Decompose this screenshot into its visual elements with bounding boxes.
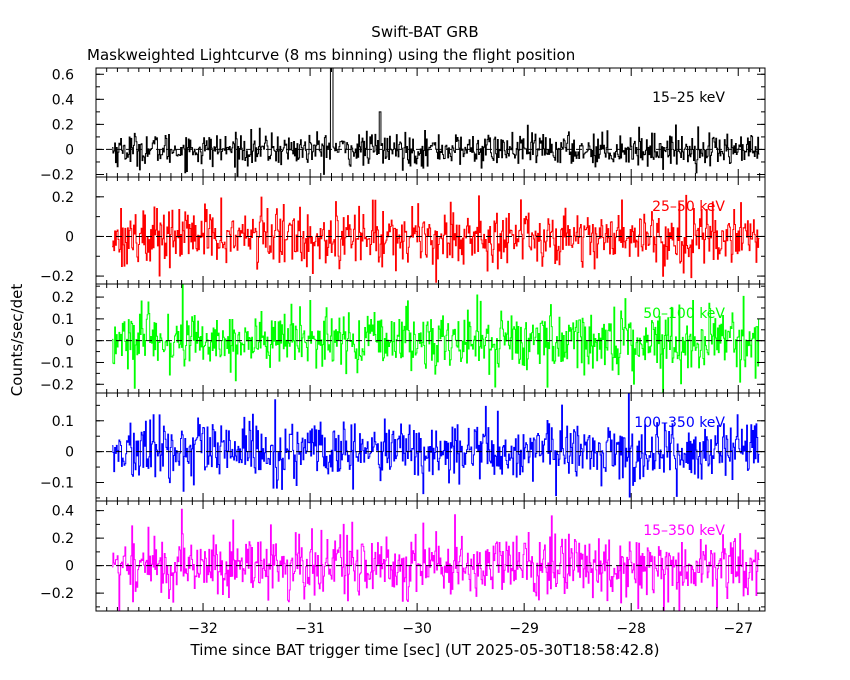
y-tick-label: −0.1	[40, 475, 74, 491]
y-tick-label: 0.4	[52, 92, 74, 108]
y-tick-label: −0.2	[40, 269, 74, 285]
y-tick-label: 0.1	[52, 414, 74, 430]
lightcurve-series-100-350-kev	[112, 392, 760, 498]
panel-100-350-kev: −0.1 0 0.1 100–350 keV	[40, 392, 766, 502]
panel-50-100-kev: −0.2 −0.1 0 0.1 0.2 50–100 keV	[40, 283, 766, 394]
y-axis-label: Counts/sec/det	[8, 284, 26, 397]
chart-title: Swift-BAT GRB	[371, 23, 478, 41]
y-tick-label: 0.2	[52, 190, 74, 206]
y-tick-label: 0	[65, 229, 74, 245]
panel-25-50-kev: −0.2 0 0.2 25–50 keV	[40, 176, 766, 285]
y-tick-label: −0.2	[40, 586, 74, 602]
x-axis-label: Time since BAT trigger time [sec] (UT 20…	[190, 641, 660, 659]
y-tick-label: −0.2	[40, 377, 74, 393]
lightcurve-series-15-25-kev	[112, 67, 760, 178]
band-label: 100–350 keV	[634, 415, 725, 431]
band-label: 25–50 keV	[652, 199, 725, 215]
y-tick-label: 0.2	[52, 290, 74, 306]
band-label: 50–100 keV	[643, 306, 725, 322]
y-tick-label: 0.6	[52, 67, 74, 83]
panel-15-25-kev: −0.2 0 0.2 0.4 0.6 15–25 keV	[40, 67, 766, 183]
panel-frame	[95, 500, 766, 612]
lightcurve-series-25-50-kev	[112, 194, 760, 283]
lightcurve-series-50-100-kev	[112, 283, 760, 394]
y-tick-label: 0.2	[52, 117, 74, 133]
x-tick-label: −29	[509, 621, 539, 637]
panel-stack: −0.2 0 0.2 0.4 0.6 15–25 keV −0.2 0 0.2 25–50 keV…	[40, 67, 766, 637]
x-tick-label: −31	[295, 621, 325, 637]
y-tick-label: 0.2	[52, 531, 74, 547]
x-tick-label: −27	[723, 621, 753, 637]
lightcurve-series-15-350-kev	[112, 508, 760, 612]
panel-15-350-kev: −0.2 0 0.2 0.4 15–350 keV	[40, 500, 766, 612]
x-tick-label: −32	[188, 621, 218, 637]
y-tick-label: −0.2	[40, 167, 74, 183]
y-tick-label: −0.1	[40, 355, 74, 371]
chart-subtitle: Maskweighted Lightcurve (8 ms binning) u…	[87, 46, 575, 64]
x-tick-label: −30	[402, 621, 432, 637]
y-tick-label: 0.4	[52, 504, 74, 520]
y-tick-label: 0	[65, 142, 74, 158]
y-tick-label: 0.1	[52, 312, 74, 328]
panel-frame	[95, 67, 766, 178]
x-tick-label: −28	[616, 621, 646, 637]
y-tick-label: 0	[65, 334, 74, 350]
y-tick-label: 0	[65, 559, 74, 575]
band-label: 15–25 keV	[652, 90, 725, 106]
y-tick-label: 0	[65, 445, 74, 461]
band-label: 15–350 keV	[643, 523, 725, 539]
